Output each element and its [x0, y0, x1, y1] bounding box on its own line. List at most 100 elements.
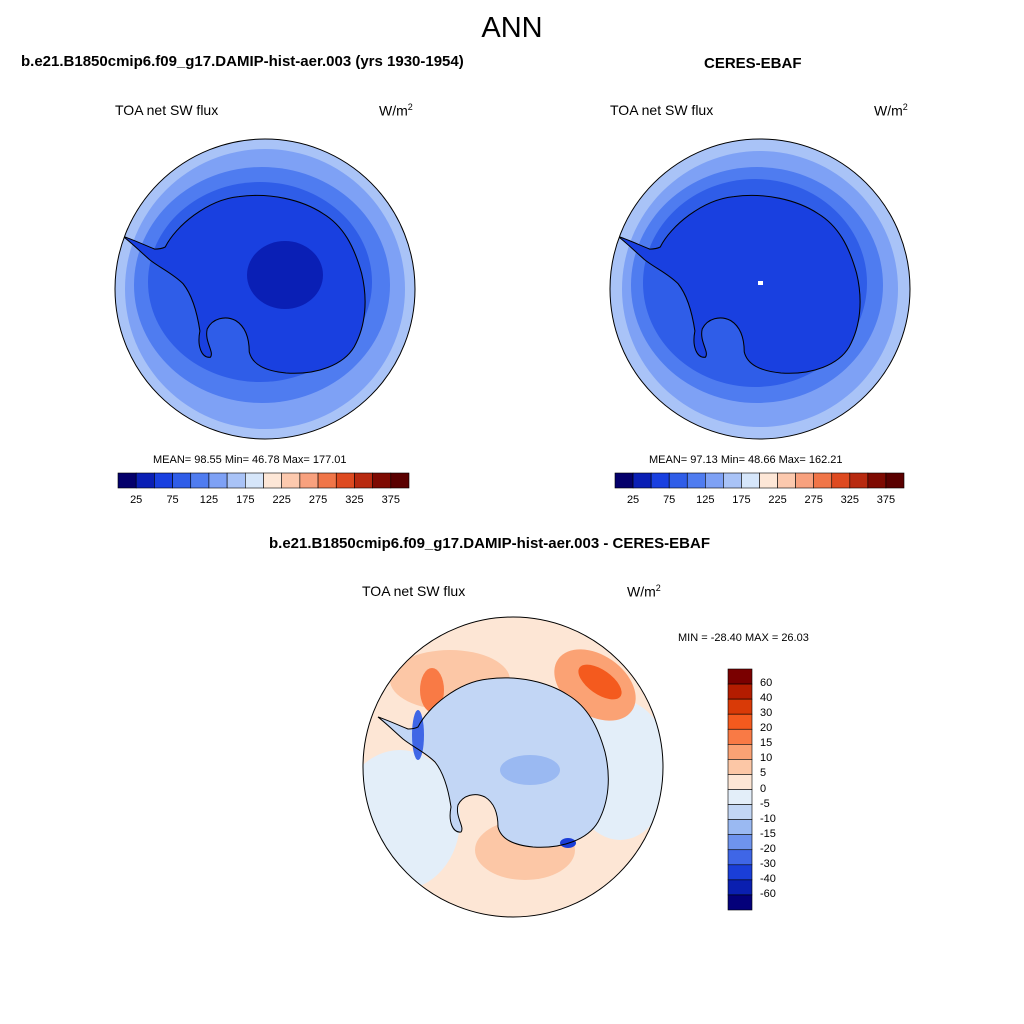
panel2-colorbar-tick-label: 25 [626, 494, 640, 506]
panel1-colorbar-box [281, 472, 301, 489]
diff-colorbar-box [727, 713, 753, 730]
panel2-map [610, 139, 910, 439]
diff-colorbar-box [727, 728, 753, 745]
diff-colorbar-box [727, 819, 753, 835]
diff-colorbar-box [727, 789, 753, 805]
panel1-colorbar-box [117, 472, 137, 489]
panel1-colorbar-tick-label: 175 [236, 494, 255, 506]
panel2-colorbar-box [867, 472, 887, 489]
diff-colorbar-box [727, 894, 753, 911]
diff-colorbar-tick-label: 15 [760, 737, 773, 750]
diff-interior-blue [500, 755, 560, 785]
diff-units: W/m2 [627, 583, 661, 600]
diff-colorbar-tick-label: 5 [760, 767, 767, 780]
panel2-colorbar [614, 472, 905, 489]
panel2-colorbar-box [885, 472, 905, 489]
panel2-colorbar-box [813, 472, 833, 489]
panel2-colorbar-box [650, 472, 670, 489]
diff-case-title: b.e21.B1850cmip6.f09_g17.DAMIP-hist-aer.… [269, 535, 710, 552]
diff-colorbar-tick-label: 60 [760, 677, 773, 690]
panel1-colorbar-box [135, 472, 155, 489]
diff-colorbar-tick-label: -20 [760, 842, 776, 855]
panel1-colorbar-box [335, 472, 355, 489]
panel2-colorbar-tick-label: 125 [696, 494, 715, 506]
panel1-colorbar-tick-label: 375 [381, 494, 400, 506]
diff-map-border [362, 616, 664, 918]
panel2-colorbar-box [795, 472, 814, 489]
panel2-colorbar-box [686, 472, 706, 489]
diff-colorbar-tick-label: -5 [760, 797, 770, 810]
panel2-colorbar-box [741, 472, 760, 489]
panel1-colorbar-tick-label: 325 [345, 494, 364, 506]
panel2-colorbar-tick-label: 375 [876, 494, 896, 506]
panel1-colorbar [117, 472, 410, 489]
diff-colorbar-box [727, 698, 753, 715]
diff-map [363, 617, 663, 917]
panel1-units: W/m2 [379, 102, 413, 119]
panel1-colorbar-box [172, 472, 192, 489]
panel1-colorbar-tick-label: 25 [130, 494, 143, 506]
panel1-colorbar-box [190, 472, 210, 489]
diff-colorbar-box [727, 774, 753, 790]
diff-colorbar-tick-label: -30 [760, 857, 776, 870]
panel2-colorbar-tick-label: 225 [768, 494, 787, 506]
diff-colorbar-tick-label: -40 [760, 872, 776, 885]
panel1-colorbar-box [317, 472, 337, 489]
diff-colorbar-tick-label: -60 [760, 887, 776, 900]
diff-colorbar-tick-label: -10 [760, 812, 776, 825]
panel2-colorbar-tick-label: 275 [804, 494, 823, 506]
panel1-colorbar-tick-label: 225 [272, 494, 291, 506]
diff-colorbar-tick-label: 0 [760, 782, 767, 795]
diff-field-label: TOA net SW flux [362, 583, 466, 599]
panel2-colorbar-box [614, 472, 634, 489]
diff-colorbar-tick-label: 30 [760, 707, 773, 720]
diff-colorbar-box [727, 834, 753, 851]
panel1-colorbar-box [390, 472, 410, 489]
panel2-colorbar-box [759, 472, 778, 489]
figure-title: ANN [481, 12, 543, 44]
panel1-colorbar-box [154, 472, 173, 489]
diff-colorbar-tick-label: 20 [760, 722, 773, 735]
panel2-field-label: TOA net SW flux [610, 102, 714, 118]
diff-colorbar-box [727, 864, 753, 881]
panel1-field-label: TOA net SW flux [115, 102, 219, 118]
panel1-colorbar-tick-label: 275 [308, 494, 328, 506]
diff-peninsula-hot [420, 668, 444, 712]
panel1-colorbar-box [208, 472, 228, 489]
panel2-colorbar-tick-label: 325 [840, 494, 859, 506]
panel2-case-title: CERES-EBAF [704, 55, 802, 72]
panel2-colorbar-tick-label: 75 [663, 494, 676, 506]
panel2-colorbar-box [705, 472, 724, 489]
panel2-pole-gap [758, 281, 763, 285]
panel1-colorbar-box [354, 472, 373, 489]
panel1-plateau [247, 241, 323, 309]
panel2-colorbar-box [723, 472, 742, 489]
diff-colorbar-box [727, 804, 753, 820]
panel2-colorbar-box [632, 472, 652, 489]
diff-colorbar-box [727, 849, 753, 866]
panel2-units: W/m2 [874, 102, 908, 119]
diff-colorbar-box [727, 759, 753, 775]
diff-colorbar-tick-label: 40 [760, 692, 773, 705]
panel1-colorbar-box [245, 472, 264, 489]
panel2-map-border [609, 138, 911, 440]
diff-colorbar-box [727, 879, 753, 896]
diff-stats: MIN = -28.40 MAX = 26.03 [678, 632, 809, 644]
panel1-case-title: b.e21.B1850cmip6.f09_g17.DAMIP-hist-aer.… [21, 53, 464, 70]
diff-colorbar-tick-label: -15 [760, 827, 776, 840]
diff-colorbar [727, 668, 753, 911]
panel1-colorbar-box [299, 472, 319, 489]
panel2-colorbar-box [777, 472, 796, 489]
panel2-colorbar-tick-label: 175 [732, 494, 751, 506]
panel1-map-border [114, 138, 416, 440]
panel1-colorbar-tick-label: 75 [166, 494, 179, 506]
panel1-colorbar-box [372, 472, 392, 489]
panel1-map [115, 139, 415, 439]
diff-colorbar-box [727, 668, 753, 685]
diff-ne-hot [578, 664, 622, 700]
panel1-colorbar-box [263, 472, 282, 489]
diff-colorbar-box [727, 744, 753, 760]
diff-colorbar-tick-label: 10 [760, 752, 773, 765]
panel1-colorbar-box [226, 472, 246, 489]
